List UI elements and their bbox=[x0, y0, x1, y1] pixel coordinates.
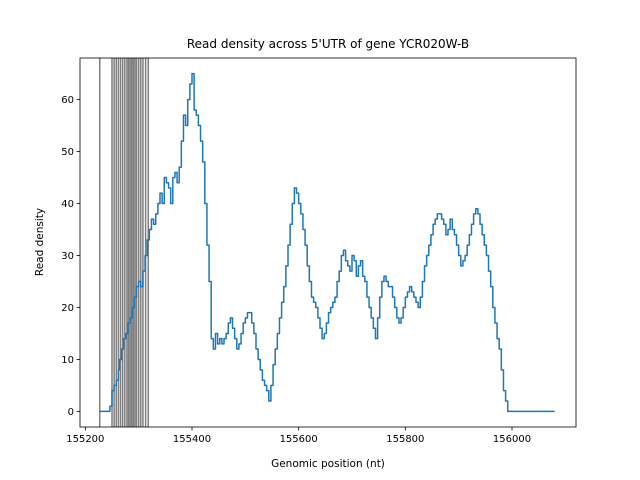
y-tick-label: 40 bbox=[61, 199, 74, 210]
x-tick-label: 155200 bbox=[66, 434, 104, 445]
x-tick-label: 156000 bbox=[493, 434, 531, 445]
read-density-line bbox=[99, 72, 555, 413]
x-tick-label: 155600 bbox=[280, 434, 318, 445]
chart-title: Read density across 5'UTR of gene YCR020… bbox=[187, 37, 469, 51]
y-tick-label: 20 bbox=[61, 303, 74, 314]
y-tick-label: 10 bbox=[61, 355, 74, 366]
y-axis-label: Read density bbox=[34, 208, 46, 276]
y-tick-label: 50 bbox=[61, 147, 74, 158]
y-tick-label: 30 bbox=[61, 251, 74, 262]
x-axis: 155200 155400 155600 155800 156000 bbox=[66, 427, 531, 445]
y-tick-label: 60 bbox=[61, 95, 74, 106]
y-tick-label: 0 bbox=[68, 407, 74, 418]
x-axis-label: Genomic position (nt) bbox=[271, 458, 385, 470]
y-axis: 0 10 20 30 40 50 60 bbox=[61, 95, 80, 418]
plot-area bbox=[98, 58, 555, 427]
x-tick-label: 155400 bbox=[173, 434, 211, 445]
plot-frame bbox=[79, 57, 577, 428]
x-tick-label: 155800 bbox=[386, 434, 424, 445]
